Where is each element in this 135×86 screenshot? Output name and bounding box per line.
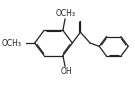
Text: OCH₃: OCH₃ — [56, 9, 76, 18]
Text: OH: OH — [60, 67, 72, 76]
Text: OCH₃: OCH₃ — [1, 39, 21, 47]
